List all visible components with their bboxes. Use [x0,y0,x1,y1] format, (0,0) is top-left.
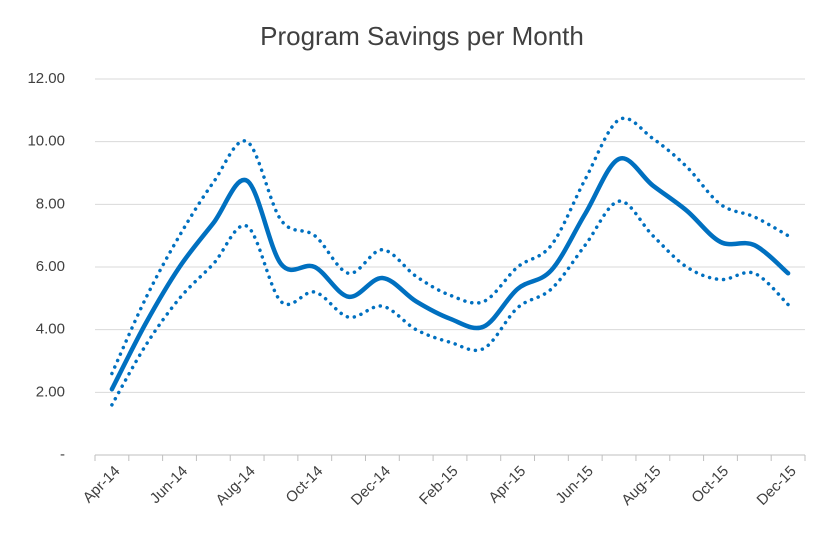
dotted-line [110,199,790,407]
y-tick-label: 12.00 [27,70,65,87]
x-tick-label: Apr-15 [485,463,529,507]
line [109,156,791,392]
x-tick-label: Apr-14 [80,463,124,507]
x-tick-label: Oct-14 [283,463,327,507]
y-tick-label: 10.00 [27,133,65,150]
y-tick-label: 8.00 [36,195,65,212]
x-tick-label: Oct-15 [688,463,732,507]
x-tick-label: Aug-14 [213,463,259,509]
x-tick-label: Dec-14 [348,463,394,509]
y-tick-label: 4.00 [36,321,65,338]
dotted-line [110,116,790,376]
chart-title: Program Savings per Month [260,21,584,51]
y-tick-label: 6.00 [36,258,65,275]
x-tick-label: Dec-15 [754,463,800,509]
x-tick-label: Jun-15 [552,463,596,507]
y-tick-label: - [60,446,65,463]
y-tick-label: 2.00 [36,383,65,400]
x-tick-label: Feb-15 [416,463,462,509]
x-tick-label: Aug-15 [618,463,664,509]
x-tick-label: Jun-14 [147,463,191,507]
